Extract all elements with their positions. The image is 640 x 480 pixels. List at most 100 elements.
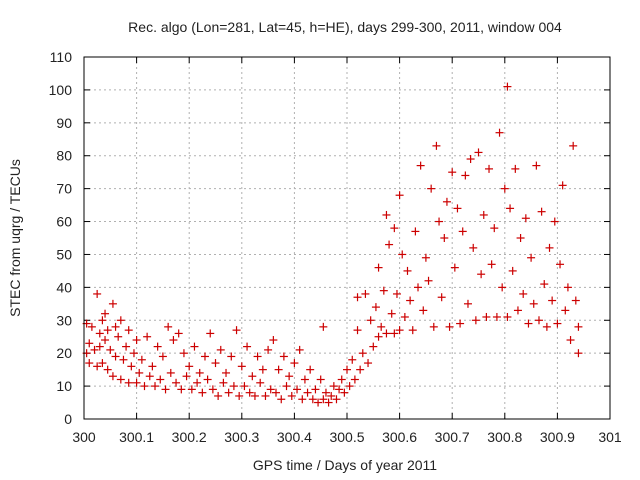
x-tick-label: 300.8	[487, 429, 522, 445]
data-point	[516, 234, 525, 242]
data-point	[177, 385, 186, 394]
data-point	[279, 352, 288, 361]
data-point	[271, 388, 280, 397]
data-point	[127, 362, 136, 371]
data-point	[85, 339, 94, 348]
data-point	[392, 289, 401, 298]
data-point	[158, 352, 167, 361]
data-point	[411, 227, 420, 236]
data-point	[340, 388, 349, 397]
data-point	[450, 263, 459, 272]
y-tick-label: 110	[50, 49, 73, 65]
data-point	[211, 359, 220, 368]
data-point	[387, 309, 396, 318]
data-point	[140, 382, 149, 391]
x-tick-label: 300.6	[382, 429, 417, 445]
data-point	[132, 336, 141, 345]
x-axis-label: GPS time / Days of year 2011	[253, 457, 437, 473]
data-point	[119, 355, 128, 364]
data-point	[374, 332, 383, 341]
data-point	[108, 372, 117, 381]
data-point	[453, 204, 462, 213]
data-point	[187, 385, 196, 394]
data-point	[103, 326, 112, 335]
data-point	[124, 326, 133, 335]
data-point	[98, 316, 107, 325]
data-point	[556, 260, 565, 269]
data-point	[550, 217, 559, 226]
data-point	[503, 82, 512, 91]
data-point	[566, 336, 575, 345]
data-point	[469, 243, 478, 252]
y-tick-label: 50	[56, 246, 72, 262]
data-point	[216, 345, 225, 354]
data-point	[93, 362, 102, 371]
data-point	[348, 355, 357, 364]
data-point	[571, 296, 580, 305]
data-point	[156, 375, 165, 384]
data-point	[311, 385, 320, 394]
data-point	[374, 263, 383, 272]
data-point	[303, 388, 312, 397]
data-point	[108, 299, 117, 308]
data-point	[429, 322, 438, 331]
data-point	[532, 161, 541, 170]
data-point	[87, 322, 96, 331]
x-tick-label: 300.5	[329, 429, 364, 445]
data-point	[116, 375, 125, 384]
data-point	[290, 359, 299, 368]
data-point	[222, 368, 231, 377]
data-point	[458, 227, 467, 236]
chart-title: Rec. algo (Lon=281, Lat=45, h=HE), days …	[128, 19, 562, 35]
plot-frame	[83, 56, 611, 420]
data-point	[300, 375, 309, 384]
x-tick-label: 300	[72, 429, 96, 445]
data-point	[416, 161, 425, 170]
x-tick-label: 300.7	[435, 429, 470, 445]
data-point	[182, 372, 191, 381]
data-point	[485, 164, 494, 173]
x-tick-label: 300.3	[224, 429, 259, 445]
data-point	[103, 365, 112, 374]
data-point	[145, 372, 154, 381]
data-points	[82, 82, 583, 407]
data-point	[500, 184, 509, 193]
data-point	[277, 395, 286, 404]
data-point	[308, 395, 317, 404]
data-point	[129, 349, 138, 358]
data-point	[101, 336, 110, 345]
data-point	[366, 316, 375, 325]
data-point	[227, 352, 236, 361]
data-point	[369, 342, 378, 351]
data-point	[424, 276, 433, 285]
data-point	[395, 191, 404, 200]
data-point	[519, 289, 528, 298]
data-point	[135, 368, 144, 377]
data-point	[503, 312, 512, 321]
data-point	[414, 283, 423, 292]
data-point	[321, 388, 330, 397]
data-point	[442, 197, 451, 206]
y-tick-label: 40	[56, 279, 72, 295]
data-point	[179, 349, 188, 358]
data-point	[240, 382, 249, 391]
data-point	[545, 243, 554, 252]
data-point	[90, 345, 99, 354]
data-point	[356, 365, 365, 374]
data-point	[174, 329, 183, 338]
data-point	[264, 345, 273, 354]
data-point	[269, 336, 278, 345]
data-point	[164, 322, 173, 331]
data-point	[534, 316, 543, 325]
data-point	[437, 293, 446, 302]
data-point	[111, 352, 120, 361]
data-point	[379, 286, 388, 295]
data-point	[461, 171, 470, 180]
data-point	[203, 375, 212, 384]
data-point	[329, 382, 338, 391]
data-point	[574, 322, 583, 331]
data-point	[427, 184, 436, 193]
data-point	[198, 388, 207, 397]
data-point	[298, 395, 307, 404]
data-point	[527, 253, 536, 262]
